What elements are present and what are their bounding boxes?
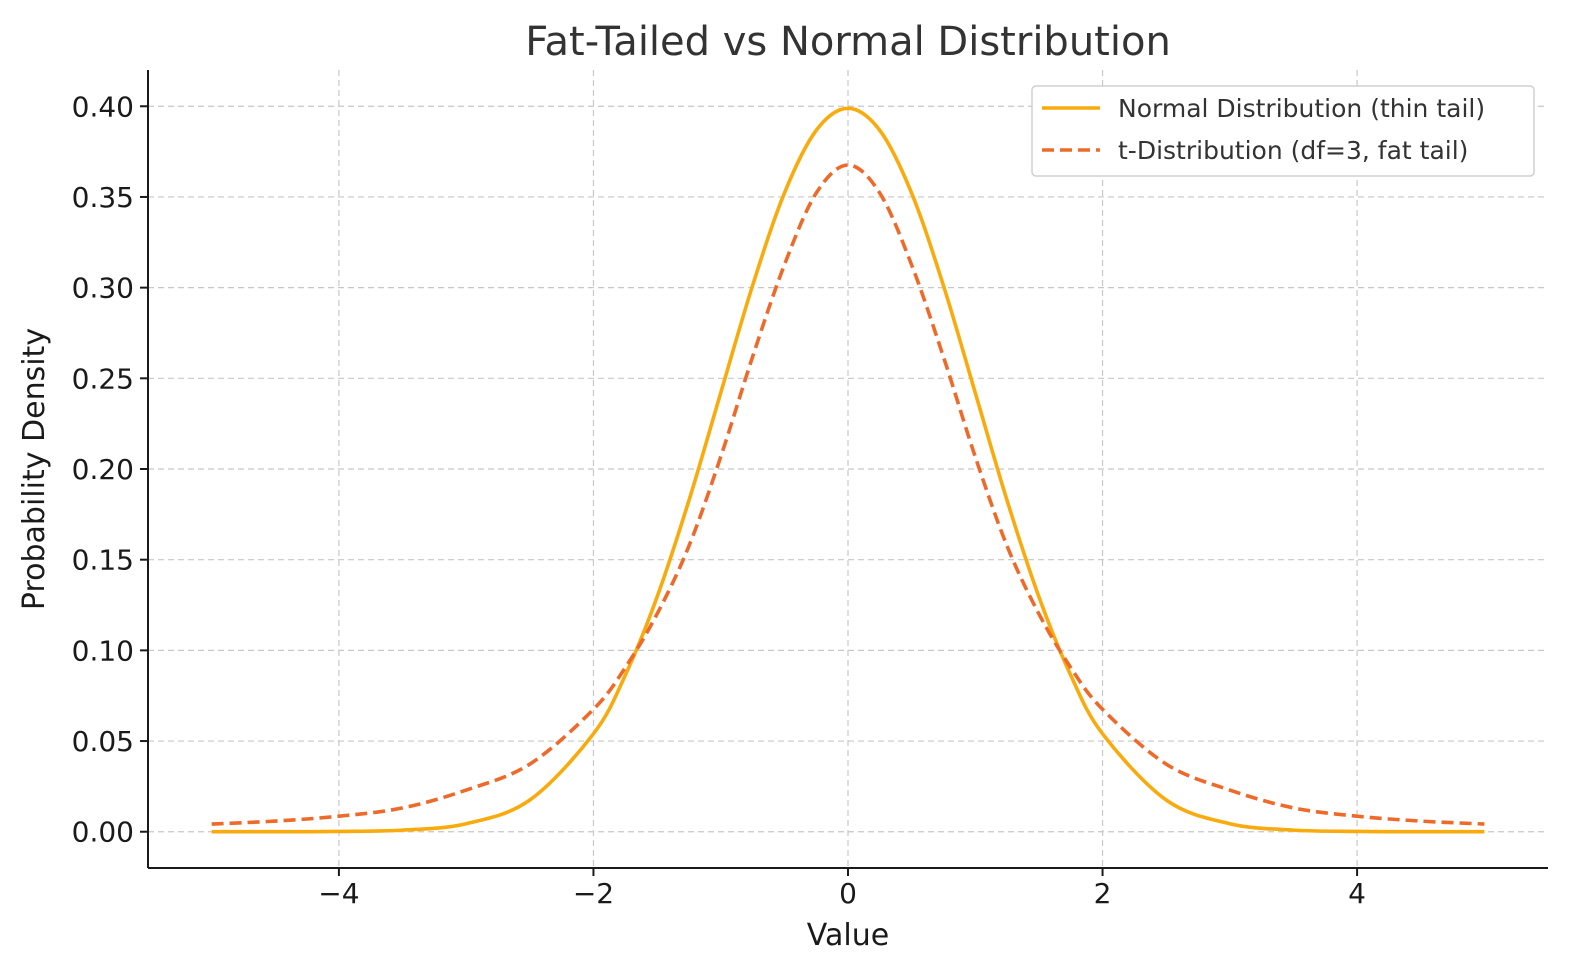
legend-label-normal: Normal Distribution (thin tail): [1118, 94, 1485, 123]
y-tick-label: 0.05: [72, 725, 134, 758]
chart-title: Fat-Tailed vs Normal Distribution: [525, 19, 1171, 65]
x-tick-label: −4: [318, 877, 359, 910]
legend-label-t-distribution: t-Distribution (df=3, fat tail): [1118, 136, 1468, 165]
y-tick-label: 0.00: [72, 816, 134, 849]
y-tick-label: 0.10: [72, 634, 134, 667]
y-axis-ticks: 0.00 0.05 0.10 0.15 0.20 0.25 0.30 0.35 0.40: [72, 90, 148, 849]
y-axis-label: Probability Density: [17, 328, 52, 610]
legend: Normal Distribution (thin tail) t-Distri…: [1031, 85, 1535, 177]
series-layer: [211, 106, 1485, 834]
x-tick-label: 4: [1348, 877, 1366, 910]
y-tick-label: 0.35: [72, 181, 134, 214]
y-tick-label: 0.30: [72, 272, 134, 305]
y-tick-label: 0.40: [72, 90, 134, 123]
y-tick-label: 0.20: [72, 453, 134, 486]
x-axis-label: Value: [807, 918, 889, 953]
grid: [148, 70, 1548, 868]
x-tick-label: −2: [573, 877, 614, 910]
series-line-t-distribution: [211, 163, 1485, 826]
x-axis-ticks: −4 −2 0 2 4: [318, 868, 1366, 910]
x-tick-label: 2: [1094, 877, 1112, 910]
series-line-normal: [211, 106, 1485, 834]
legend-box: [1031, 85, 1535, 177]
y-tick-label: 0.25: [72, 362, 134, 395]
x-tick-label: 0: [839, 877, 857, 910]
y-tick-label: 0.15: [72, 544, 134, 577]
